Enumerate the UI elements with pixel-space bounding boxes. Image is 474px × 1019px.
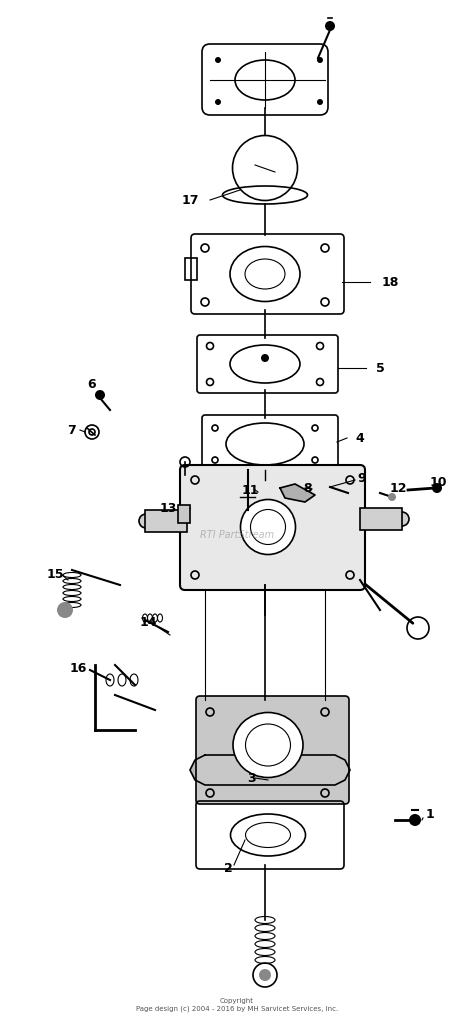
FancyArrowPatch shape — [362, 582, 413, 624]
Ellipse shape — [139, 514, 153, 528]
Text: 18: 18 — [381, 275, 399, 288]
Ellipse shape — [233, 712, 303, 777]
Circle shape — [95, 390, 105, 400]
Circle shape — [432, 483, 442, 493]
Circle shape — [409, 814, 421, 826]
Text: 14: 14 — [139, 615, 157, 629]
Bar — [145, 510, 187, 532]
Bar — [178, 505, 190, 523]
Polygon shape — [280, 484, 315, 502]
Circle shape — [215, 57, 221, 63]
Text: 6: 6 — [88, 378, 96, 391]
FancyBboxPatch shape — [196, 696, 349, 804]
Polygon shape — [190, 755, 350, 785]
Text: 7: 7 — [68, 424, 76, 436]
Text: 15: 15 — [46, 569, 64, 582]
Ellipse shape — [395, 512, 409, 526]
Circle shape — [317, 99, 323, 105]
FancyBboxPatch shape — [180, 465, 365, 590]
Text: 13: 13 — [159, 501, 177, 515]
Text: 3: 3 — [248, 771, 256, 785]
Text: 12: 12 — [389, 482, 407, 494]
Circle shape — [215, 99, 221, 105]
Text: 8: 8 — [304, 482, 312, 494]
Circle shape — [261, 354, 269, 362]
Bar — [360, 508, 402, 530]
Bar — [185, 258, 197, 280]
Text: RTI PartStream: RTI PartStream — [200, 530, 274, 540]
Text: 2: 2 — [224, 861, 232, 874]
Text: 17: 17 — [181, 194, 199, 207]
Text: 11: 11 — [241, 483, 259, 496]
Text: 4: 4 — [356, 431, 365, 444]
Circle shape — [325, 21, 335, 31]
Text: 16: 16 — [69, 661, 87, 675]
Text: 9: 9 — [358, 472, 366, 484]
Circle shape — [388, 493, 396, 501]
Ellipse shape — [240, 499, 295, 554]
Circle shape — [259, 969, 271, 981]
Text: 10: 10 — [429, 476, 447, 488]
Text: 1: 1 — [426, 808, 434, 821]
Text: 5: 5 — [375, 362, 384, 375]
Circle shape — [57, 602, 73, 618]
Text: Copyright
Page design (c) 2004 - 2016 by MH Sarvicet Services, Inc.: Copyright Page design (c) 2004 - 2016 by… — [136, 999, 338, 1012]
Circle shape — [317, 57, 323, 63]
